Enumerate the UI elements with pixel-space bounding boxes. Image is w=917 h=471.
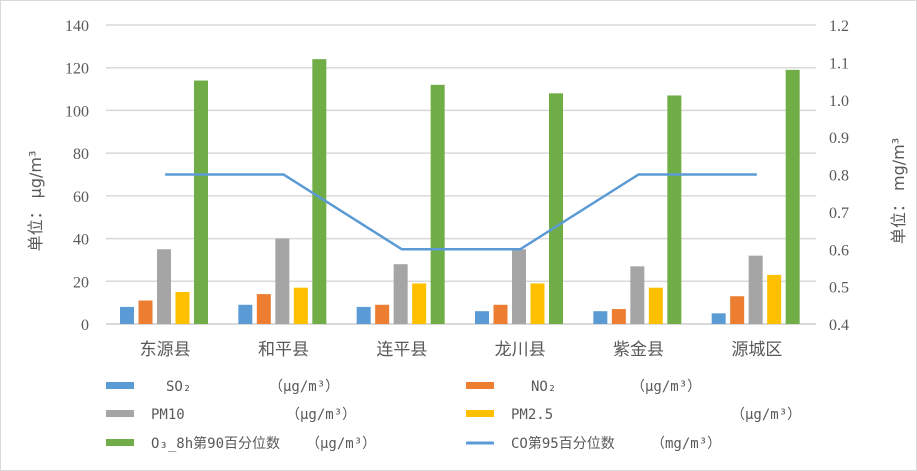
category-label: 龙川县 (495, 340, 546, 360)
bar (748, 255, 763, 324)
bar (275, 238, 290, 324)
legend-label: SO₂ (166, 379, 191, 395)
bar (194, 80, 208, 325)
category-label: 紫金县 (613, 340, 664, 360)
legend-label: NO₂ (531, 379, 556, 395)
y-tick-label: 20 (73, 274, 89, 291)
bar (238, 304, 253, 324)
bar (430, 84, 445, 324)
bar (667, 95, 682, 324)
bar (256, 294, 271, 324)
bar (312, 59, 327, 325)
legend-swatch (106, 382, 134, 389)
bar (785, 69, 800, 324)
bar (730, 296, 745, 324)
legend-label: PM10 (151, 407, 185, 423)
legend-swatch (106, 439, 134, 446)
bar (356, 306, 371, 324)
legend-label: PM2.5 (511, 407, 553, 423)
y2-tick-label: 0.4 (829, 317, 849, 334)
y-tick-label: 0 (81, 317, 89, 334)
y-tick-label: 80 (73, 146, 89, 163)
category-label: 源城区 (731, 340, 782, 360)
legend-swatch (466, 410, 494, 417)
legend-unit: （μg/m³） (631, 379, 701, 395)
bar (711, 313, 726, 324)
y2-tick-label: 0.8 (829, 168, 849, 185)
legend-unit: （μg/m³） (269, 379, 339, 395)
y2-tick-label: 1.1 (829, 55, 849, 72)
legend-unit: （μg/m³） (731, 407, 801, 423)
legend-label: O₃_8h第90百分位数 (151, 435, 280, 452)
bar (375, 304, 390, 324)
y2-tick-label: 0.5 (829, 280, 849, 297)
y2-axis-label: 单位： mg/m³ (889, 138, 908, 244)
bar (412, 283, 427, 324)
bar (767, 274, 782, 324)
y2-tick-label: 0.6 (829, 242, 849, 259)
legend-unit: （μg/m³） (306, 436, 376, 452)
bar (157, 249, 171, 324)
y-tick-label: 140 (65, 18, 89, 35)
bar (393, 264, 408, 324)
bar (138, 300, 153, 324)
y-axis-label: 单位： μg/m³ (26, 151, 45, 252)
bar (648, 287, 663, 324)
bar (530, 283, 545, 324)
bar (593, 311, 608, 324)
bar (630, 266, 645, 324)
category-label: 东源县 (140, 340, 191, 360)
y2-tick-label: 0.9 (829, 130, 849, 147)
y-tick-label: 60 (73, 189, 89, 206)
bar (493, 304, 508, 324)
bar (611, 309, 626, 324)
bar (175, 291, 190, 324)
y2-tick-label: 1.2 (829, 18, 849, 35)
bar (120, 306, 134, 324)
y2-tick-label: 0.7 (829, 205, 849, 222)
bar (512, 249, 526, 324)
legend-unit: （μg/m³） (286, 407, 356, 423)
legend-swatch (106, 410, 134, 417)
bar (293, 287, 308, 324)
legend-label: CO第95百分位数 (511, 435, 615, 452)
y-tick-label: 120 (65, 61, 89, 78)
y-tick-label: 40 (73, 232, 89, 249)
co-line (165, 173, 757, 251)
category-label: 连平县 (376, 340, 427, 360)
legend-swatch (466, 382, 494, 389)
category-label: 和平县 (258, 340, 309, 360)
y2-tick-label: 1.0 (829, 93, 849, 110)
bar (475, 311, 489, 324)
legend-unit: （mg/m³） (651, 436, 721, 452)
bar (549, 93, 563, 324)
y-tick-label: 100 (65, 103, 89, 120)
